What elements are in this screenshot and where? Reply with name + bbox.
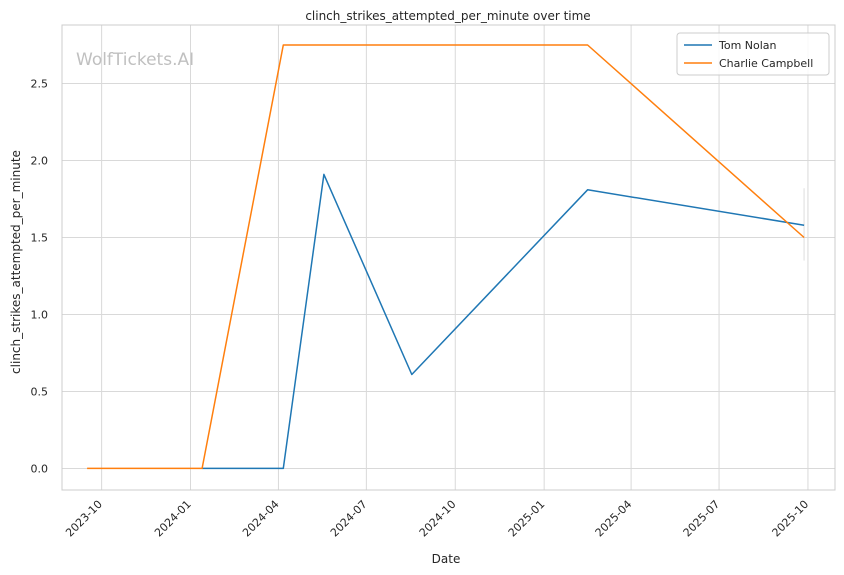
series-layer [87, 44, 805, 470]
x-axis-label: Date [432, 552, 461, 566]
legend-label-tom-nolan: Tom Nolan [718, 39, 777, 52]
y-axis-label: clinch_strikes_attempted_per_minute [9, 150, 23, 374]
watermark: WolfTickets.AI [76, 50, 194, 70]
y-axis-ticks: 0.0 0.5 1.0 1.5 2.0 2.5 [31, 78, 49, 476]
y-tick-label: 2.0 [31, 154, 49, 167]
legend: Tom Nolan Charlie Campbell [676, 32, 830, 76]
y-tick-label: 2.5 [31, 78, 49, 91]
legend-label-charlie-campbell: Charlie Campbell [719, 57, 813, 70]
grid-layer [62, 25, 835, 490]
y-tick-label: 0.0 [31, 462, 49, 475]
plot-frame [61, 24, 836, 491]
y-tick-label: 1.0 [31, 308, 49, 321]
series-line-tom-nolan [202, 173, 805, 470]
y-tick-label: 1.5 [31, 231, 49, 244]
y-tick-label: 0.5 [31, 385, 49, 398]
chart-title: clinch_strikes_attempted_per_minute over… [305, 9, 590, 23]
